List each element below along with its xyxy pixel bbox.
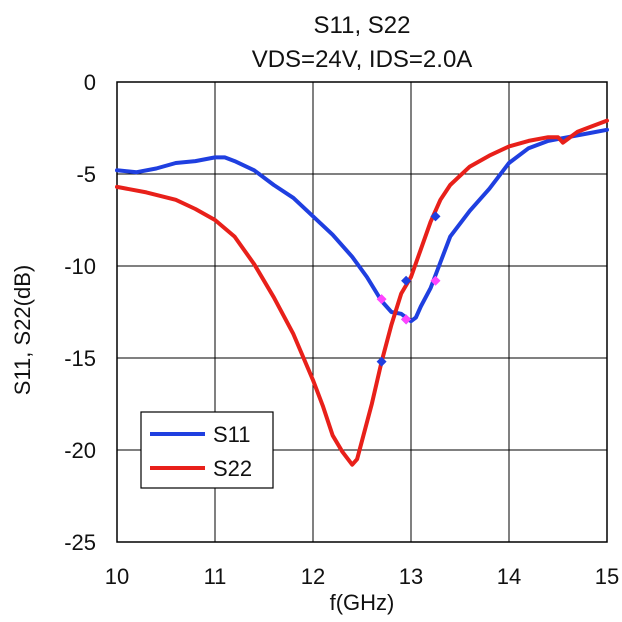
data-marker <box>430 275 441 286</box>
y-tick-labels: 0 -5 -10 -15 -20 -25 <box>64 70 96 555</box>
y-tick-label: -20 <box>64 438 96 463</box>
x-tick-label: 10 <box>105 564 129 589</box>
x-axis-label: f(GHz) <box>330 590 395 615</box>
data-marker <box>401 275 412 286</box>
x-tick-label: 15 <box>595 564 619 589</box>
y-axis-label: S11, S22(dB) <box>10 265 35 395</box>
legend: S11 S22 <box>140 411 274 489</box>
legend-label-s11: S11 <box>213 422 251 447</box>
legend-box <box>140 411 274 489</box>
marker-layer <box>376 211 441 367</box>
chart-title: S11, S22 <box>314 12 411 39</box>
y-tick-label: -10 <box>64 254 96 279</box>
series-line-s11 <box>115 127 609 324</box>
data-marker <box>376 356 387 367</box>
series-layer <box>115 118 609 467</box>
plot-frame <box>116 81 608 543</box>
data-marker <box>430 211 441 222</box>
legend-label-s22: S22 <box>213 456 252 481</box>
y-tick-label: -25 <box>64 530 96 555</box>
data-marker <box>376 294 387 305</box>
y-tick-label: 0 <box>84 70 96 95</box>
series-line-s22 <box>115 118 609 467</box>
x-tick-label: 11 <box>204 564 227 589</box>
x-tick-label: 13 <box>399 564 423 589</box>
x-tick-labels: 10 11 12 13 14 15 <box>105 564 619 589</box>
x-tick-label: 14 <box>497 564 521 589</box>
chart-subtitle: VDS=24V, IDS=2.0A <box>252 46 473 73</box>
grid-layer <box>116 81 608 543</box>
y-tick-label: -5 <box>76 162 96 187</box>
y-tick-label: -15 <box>64 346 96 371</box>
data-marker <box>401 314 412 325</box>
x-tick-label: 12 <box>301 564 325 589</box>
